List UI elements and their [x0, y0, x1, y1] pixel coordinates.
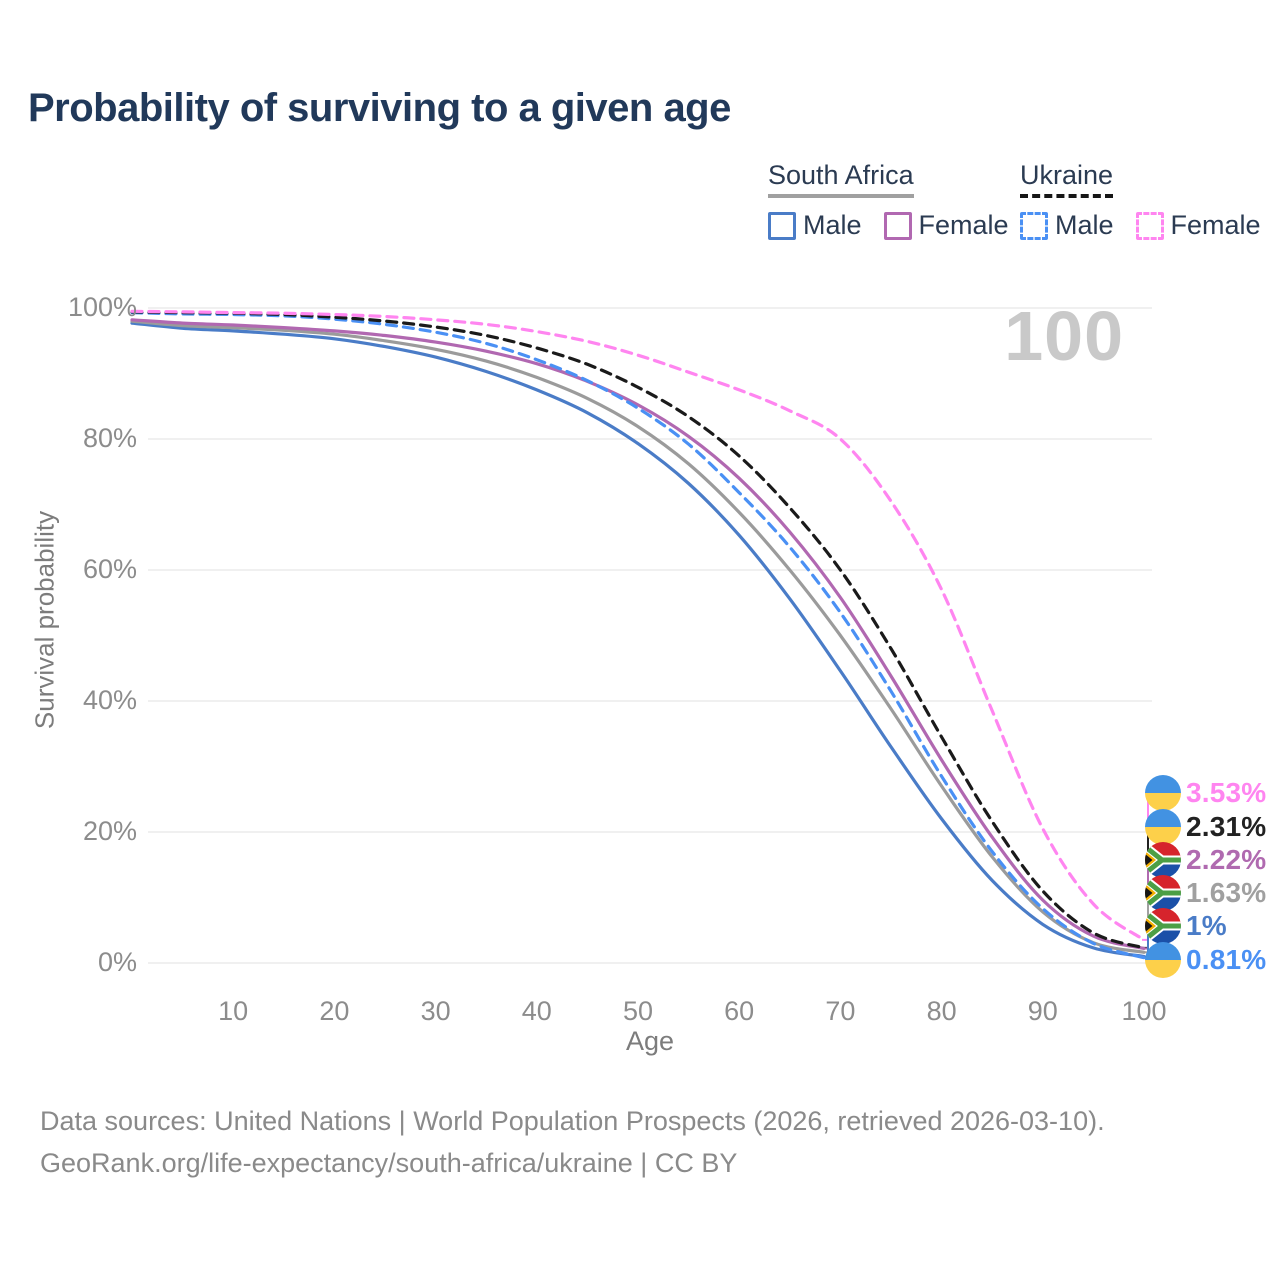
- page-title: Probability of surviving to a given age: [28, 86, 731, 130]
- y-tick-80: 80%: [82, 423, 137, 453]
- legend-item-ukraine-female[interactable]: Female: [1135, 210, 1261, 241]
- x-tick-100: 100: [1121, 996, 1167, 1026]
- south-africa-flag-icon: [1145, 875, 1181, 911]
- y-tick-0: 0%: [97, 947, 137, 977]
- x-tick-40: 40: [521, 996, 552, 1026]
- end-value-text: 1.63%: [1186, 877, 1267, 908]
- end-value-text: 1%: [1186, 910, 1227, 941]
- end-value-label-ua-female: 3.53%: [1145, 775, 1266, 811]
- series-line-ua-both[interactable]: [130, 310, 1146, 950]
- x-axis-title: Age: [625, 1026, 675, 1056]
- x-tick-10: 10: [218, 996, 249, 1026]
- x-tick-50: 50: [622, 996, 654, 1026]
- legend-country-label: Ukraine: [1020, 160, 1114, 190]
- legend-country-south-africa[interactable]: South Africa: [768, 160, 914, 202]
- x-tick-60: 60: [724, 996, 755, 1026]
- legend-swatch-ukraine-male: [1020, 211, 1048, 240]
- legend-swatch-south-africa-female: [883, 211, 912, 240]
- legend-group-south-africa: South Africa Male Female: [768, 160, 1009, 241]
- legend-label: Female: [1170, 210, 1261, 240]
- legend-item-south-africa-female[interactable]: Female: [883, 210, 1009, 241]
- end-value-label-sa-both: 1.63%: [1145, 875, 1266, 911]
- end-value-text: 0.81%: [1186, 944, 1267, 975]
- y-axis-title: Survival probability: [29, 510, 60, 730]
- legend-line-style-dashed-swatch: [1020, 194, 1114, 198]
- end-value-label-ua-both: 2.31%: [1145, 809, 1266, 845]
- ukraine-flag-icon: [1145, 775, 1181, 811]
- legend-swatch-ukraine-female: [1135, 211, 1164, 240]
- legend-item-ukraine-male[interactable]: Male: [1020, 210, 1114, 241]
- end-value-text: 3.53%: [1186, 777, 1267, 808]
- series-line-ua-male[interactable]: [130, 311, 1146, 960]
- y-tick-40: 40%: [82, 685, 137, 715]
- legend-label: Female: [918, 210, 1009, 240]
- south-africa-flag-icon: [1145, 908, 1181, 944]
- age-watermark: 100: [1004, 297, 1124, 375]
- footer-attribution: GeoRank.org/life-expectancy/south-africa…: [40, 1148, 738, 1178]
- ukraine-flag-icon: [1145, 809, 1181, 845]
- legend-label: Male: [1055, 210, 1114, 240]
- series-line-sa-both[interactable]: [130, 319, 1146, 954]
- series-line-sa-male[interactable]: [130, 321, 1146, 959]
- legend-line-style-solid-swatch: [768, 194, 914, 198]
- end-value-label-ua-male: 0.81%: [1145, 942, 1266, 978]
- legend-country-ukraine[interactable]: Ukraine: [1020, 160, 1114, 202]
- gridlines: [148, 307, 1152, 964]
- legend-swatch-south-africa-male: [768, 211, 796, 240]
- south-africa-flag-icon: [1145, 842, 1181, 878]
- legend-country-label: South Africa: [768, 160, 914, 190]
- series-line-sa-female[interactable]: [130, 318, 1146, 951]
- footer-data-sources: Data sources: United Nations | World Pop…: [40, 1106, 1105, 1136]
- y-tick-20: 20%: [82, 816, 137, 846]
- x-tick-20: 20: [319, 996, 350, 1026]
- legend-item-south-africa-male[interactable]: Male: [768, 210, 862, 241]
- end-value-label-sa-male: 1%: [1145, 908, 1227, 944]
- end-value-text: 2.31%: [1186, 811, 1267, 842]
- legend-label: Male: [803, 210, 862, 240]
- end-value-label-sa-female: 2.22%: [1145, 842, 1266, 878]
- legend-group-ukraine: Ukraine Male Female: [1020, 160, 1261, 241]
- y-tick-100: 100%: [67, 292, 137, 322]
- x-tick-70: 70: [825, 996, 856, 1026]
- series-line-ua-female[interactable]: [130, 309, 1146, 942]
- x-tick-30: 30: [420, 996, 451, 1026]
- end-value-text: 2.22%: [1186, 844, 1267, 875]
- ukraine-flag-icon: [1145, 942, 1181, 978]
- x-tick-90: 90: [1027, 996, 1058, 1026]
- y-tick-60: 60%: [82, 554, 137, 584]
- x-tick-80: 80: [926, 996, 957, 1026]
